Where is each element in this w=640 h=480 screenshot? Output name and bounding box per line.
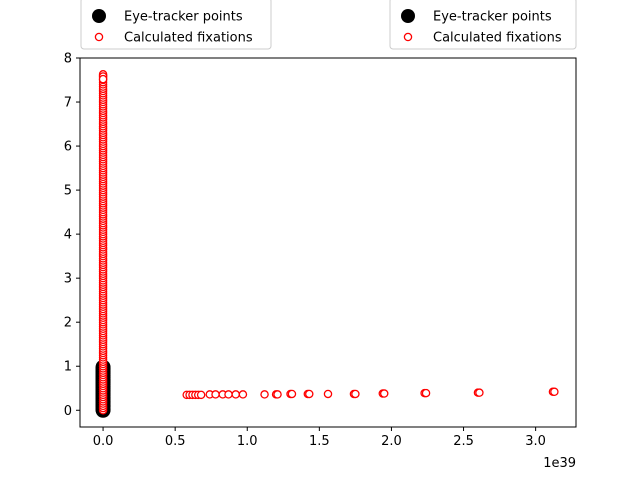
- legend-label: Calculated fixations: [124, 31, 253, 46]
- y-tick-label: 0: [64, 404, 72, 419]
- fixation-point: [231, 390, 240, 399]
- fixation-point: [421, 388, 431, 398]
- fixation-point: [260, 390, 269, 399]
- legend-marker-eye-tracker: [92, 9, 106, 23]
- y-tick-label: 7: [64, 96, 72, 111]
- fixation-point: [550, 387, 559, 397]
- plot-area: [79, 57, 577, 428]
- fixation-point: [323, 389, 333, 399]
- x-tick-label: 0.0: [93, 434, 114, 449]
- x-tick-label: 1.5: [309, 434, 330, 449]
- y-tick-label: 6: [64, 140, 72, 155]
- legend-marker-fixation: [403, 32, 413, 42]
- x-tick-label: 2.0: [381, 434, 402, 449]
- fixation-point: [273, 390, 282, 399]
- fixation-point: [305, 389, 314, 399]
- x-axis-offset-label: 1e39: [543, 456, 576, 471]
- marks-layer: [95, 70, 559, 418]
- y-tick-label: 5: [64, 184, 72, 199]
- x-tick-label: 2.5: [453, 434, 474, 449]
- fixation-point: [211, 390, 220, 399]
- fixation-point: [475, 388, 484, 397]
- axes-layer: 0.0 0.5 1.0 1.5 2.0 2.5 3.0 0 1 2 3 4 5 6 7 8: [64, 52, 546, 450]
- y-tick-label: 4: [64, 228, 72, 243]
- legend-layer: Eye-tracker points Calculated fixations Ey…: [80, 0, 577, 50]
- fixation-point: [287, 389, 297, 399]
- legend-label: Eye-tracker points: [124, 10, 243, 25]
- legend-label: Eye-tracker points: [433, 10, 552, 25]
- fixation-point: [196, 390, 206, 400]
- legend-marker-eye-tracker: [401, 9, 415, 23]
- y-tick-label: 1: [64, 360, 72, 375]
- x-tick-label: 1.0: [237, 434, 258, 449]
- legend-box: [389, 0, 577, 50]
- y-tick-label: 3: [64, 272, 72, 287]
- fixation-point: [224, 390, 233, 399]
- legend-box: [80, 0, 272, 50]
- fixation-point: [351, 389, 360, 399]
- x-tick-label: 0.5: [165, 434, 186, 449]
- y-tick-label: 8: [64, 52, 72, 67]
- legend-marker-fixation: [94, 32, 104, 42]
- fixation-point: [98, 74, 108, 84]
- legend-label: Calculated fixations: [433, 31, 562, 46]
- fixation-point: [238, 390, 248, 399]
- y-tick-label: 2: [64, 316, 72, 331]
- x-tick-label: 3.0: [525, 434, 546, 449]
- fixation-point: [379, 389, 389, 398]
